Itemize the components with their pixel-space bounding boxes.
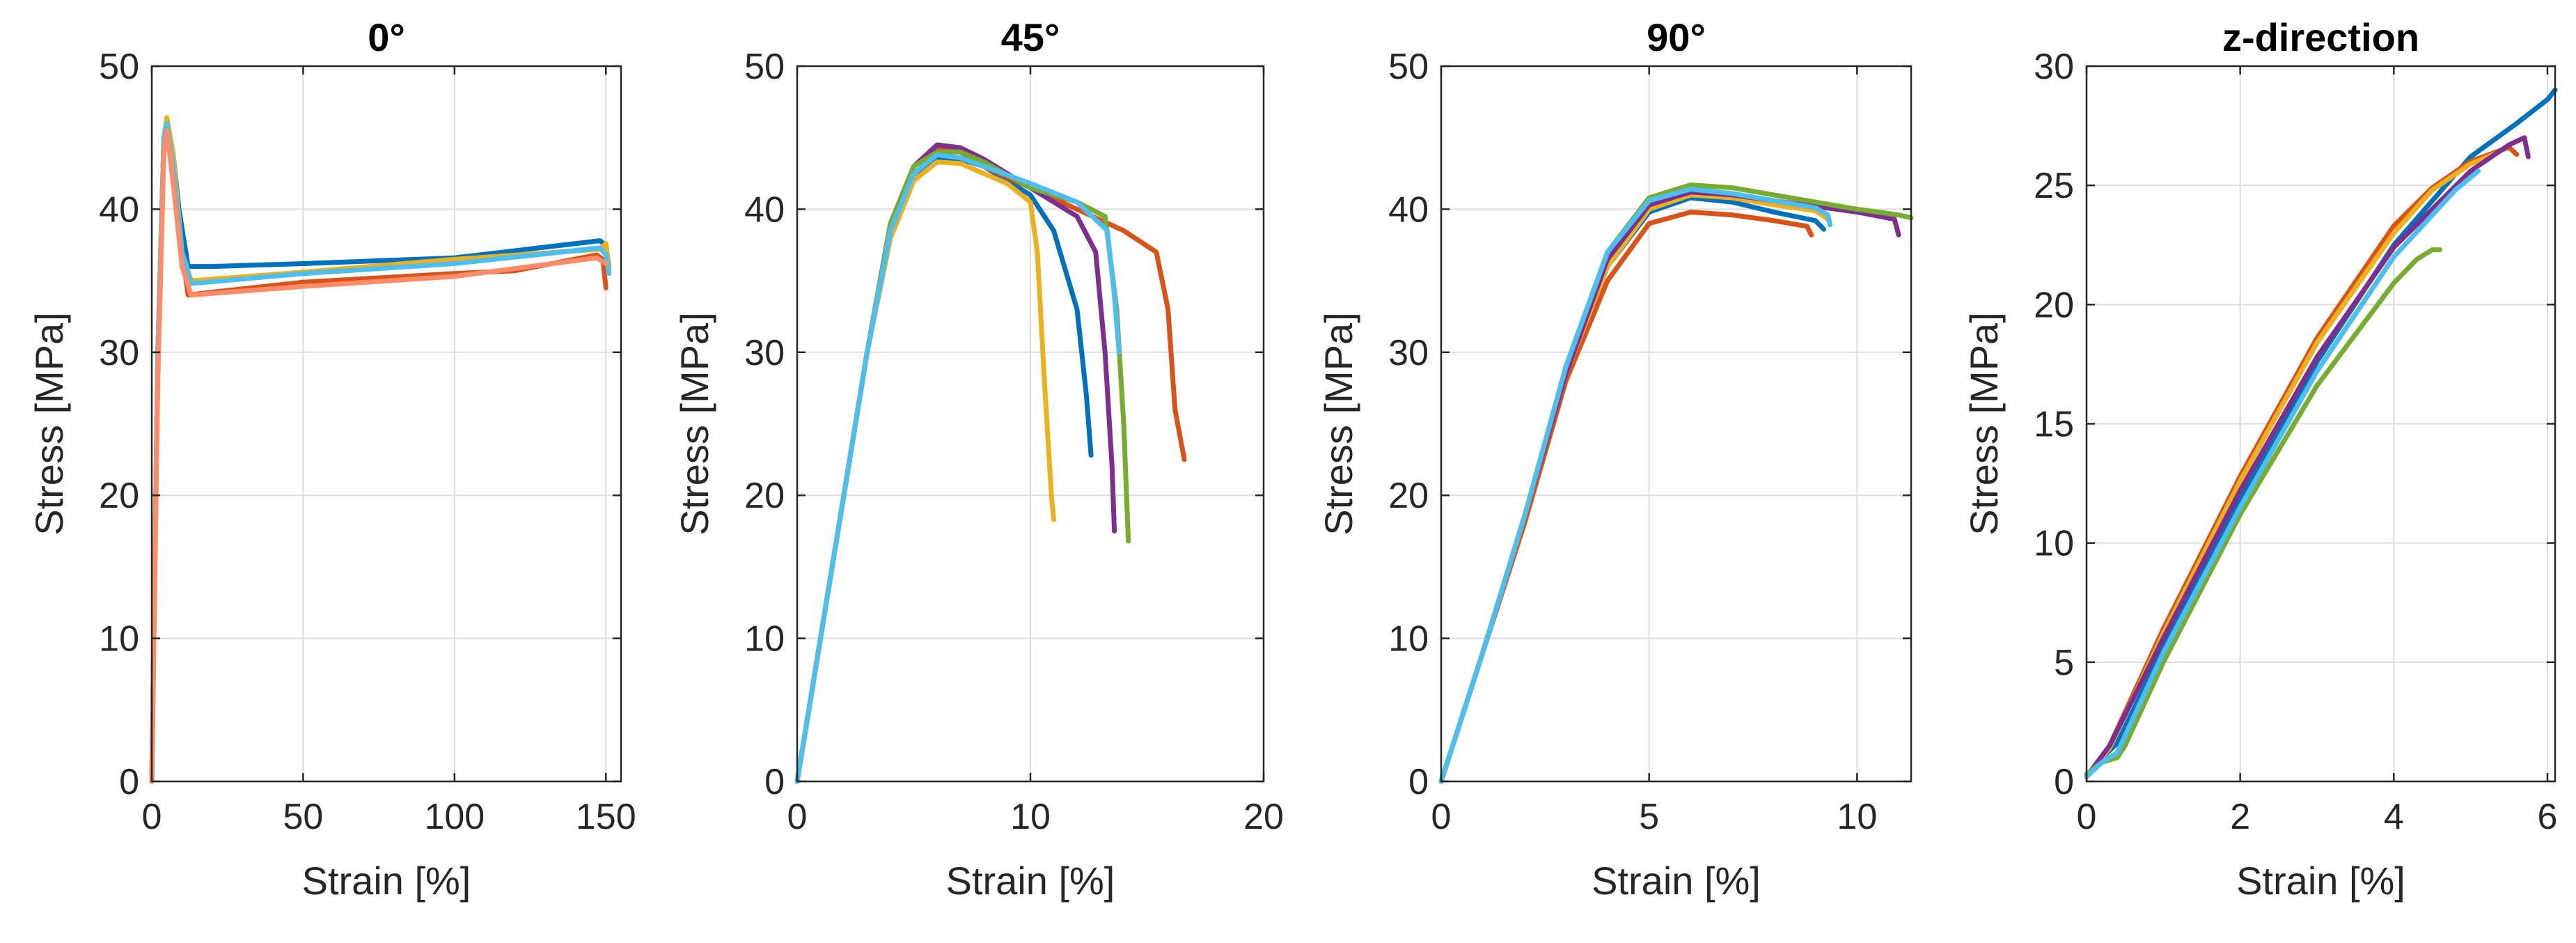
series-line-5 (2084, 247, 2442, 777)
x-tick-label: 10 (1837, 797, 1877, 837)
y-tick-label: 0 (2054, 762, 2074, 802)
series-group (794, 142, 1187, 784)
x-tick-label: 0 (142, 797, 162, 837)
series-group (1438, 182, 1914, 784)
panel-0deg: 0 50 100 150 0 10 20 30 40 50 0° Strain [%] Stress [… (27, 15, 636, 903)
y-tick-label: 0 (1408, 762, 1429, 802)
x-tick-label: 2 (2230, 797, 2250, 837)
chart-title: 0° (368, 15, 405, 59)
y-tick-label: 0 (764, 762, 785, 802)
series-line-6 (794, 152, 1122, 784)
y-tick-label: 30 (2034, 47, 2074, 87)
y-axis-label: Stress [MPa] (1317, 312, 1360, 536)
y-tick-label: 20 (99, 476, 139, 516)
series-line-6 (2084, 169, 2481, 779)
x-tick-label: 150 (576, 797, 636, 837)
x-tick-label: 5 (1639, 797, 1659, 837)
x-tick-label: 0 (1431, 797, 1452, 837)
series-line-4 (2084, 135, 2531, 779)
y-tick-label: 40 (744, 189, 785, 230)
y-tick-label: 20 (744, 476, 785, 516)
x-axis-label: Strain [%] (302, 859, 471, 903)
y-tick-label: 40 (99, 189, 139, 230)
y-tick-label: 50 (744, 47, 785, 87)
x-tick-label: 10 (1010, 797, 1051, 837)
ticks: 0 50 100 150 0 10 20 30 40 50 (99, 47, 636, 837)
chart-title: z-direction (2222, 15, 2419, 59)
x-tick-label: 0 (787, 797, 808, 837)
y-tick-label: 10 (744, 619, 785, 660)
axes-box (150, 65, 622, 783)
x-axis-label: Strain [%] (2236, 859, 2405, 903)
series-group (2084, 87, 2558, 779)
ticks: 0 2 4 6 0 5 10 15 20 25 30 (2034, 47, 2557, 837)
panel-45deg: 0 10 20 0 10 20 30 40 50 45° Strain [%] Stress [MPa… (673, 15, 1284, 903)
y-tick-label: 15 (2034, 405, 2074, 445)
y-tick-label: 0 (119, 762, 139, 802)
y-tick-label: 10 (99, 619, 139, 660)
axes-box (1440, 65, 1913, 783)
plot-area (1441, 66, 1911, 781)
y-axis-label: Stress [MPa] (1962, 312, 2006, 536)
y-tick-label: 30 (744, 333, 785, 373)
y-tick-label: 10 (1388, 619, 1429, 660)
y-tick-label: 20 (2034, 285, 2074, 325)
x-axis-label: Strain [%] (1592, 859, 1761, 903)
x-tick-label: 20 (1243, 797, 1284, 837)
y-tick-label: 30 (99, 333, 139, 373)
x-tick-label: 6 (2538, 797, 2558, 837)
series-line-6 (1438, 187, 1832, 784)
series-group (149, 115, 612, 784)
x-tick-label: 100 (424, 797, 485, 837)
y-tick-label: 25 (2034, 166, 2074, 206)
panel-90deg: 0 5 10 0 10 20 30 40 50 90° Strain [%] Stress [MPa] (1317, 15, 1914, 903)
y-axis-label: Stress [MPa] (673, 312, 716, 536)
chart-title: 90° (1647, 15, 1706, 59)
y-tick-label: 40 (1388, 189, 1429, 230)
x-tick-label: 50 (283, 797, 323, 837)
x-axis-label: Strain [%] (946, 859, 1115, 903)
y-axis-label: Stress [MPa] (27, 312, 71, 536)
ticks: 0 10 20 0 10 20 30 40 50 (744, 47, 1284, 837)
y-tick-label: 20 (1388, 476, 1429, 516)
y-tick-label: 5 (2054, 643, 2074, 683)
x-tick-label: 0 (2077, 797, 2097, 837)
y-tick-label: 50 (1388, 47, 1429, 87)
ticks: 0 5 10 0 10 20 30 40 50 (1388, 47, 1911, 837)
y-tick-label: 10 (2034, 524, 2074, 564)
chart-title: 45° (1001, 15, 1060, 59)
series-line-5 (149, 127, 608, 784)
gridlines (152, 66, 621, 781)
plot-area (152, 66, 621, 781)
panel-z-direction: 0 2 4 6 0 5 10 15 20 25 30 z-direction Strain [%] Str… (1962, 15, 2558, 903)
y-tick-label: 50 (99, 47, 139, 87)
y-tick-label: 30 (1388, 333, 1429, 373)
x-tick-label: 4 (2384, 797, 2404, 837)
